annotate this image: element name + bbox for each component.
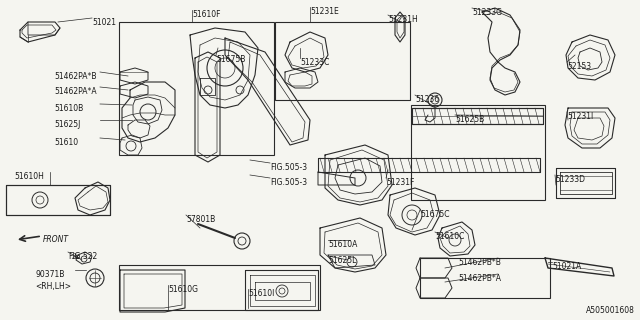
Bar xyxy=(420,258,550,298)
Text: 51233G: 51233G xyxy=(472,8,502,17)
Text: 51625J: 51625J xyxy=(54,120,81,129)
Text: FRONT: FRONT xyxy=(43,235,69,244)
Text: 51233C: 51233C xyxy=(300,58,330,67)
Text: FIG.505-3: FIG.505-3 xyxy=(270,178,307,187)
Bar xyxy=(6,185,110,215)
Text: 51610F: 51610F xyxy=(192,10,221,19)
Text: 51021: 51021 xyxy=(92,18,116,27)
Text: 51675B: 51675B xyxy=(216,55,245,64)
Bar xyxy=(275,22,410,100)
Text: 52153: 52153 xyxy=(567,62,591,71)
Bar xyxy=(6,185,110,215)
Text: 51462PB*A: 51462PB*A xyxy=(458,274,501,283)
Text: 51675C: 51675C xyxy=(420,210,449,219)
Bar xyxy=(119,265,320,310)
Text: 51625L: 51625L xyxy=(328,256,356,265)
Text: 51625B: 51625B xyxy=(455,115,484,124)
Text: 51462PA*B: 51462PA*B xyxy=(54,72,97,81)
Text: <RH,LH>: <RH,LH> xyxy=(35,282,71,291)
Text: FIG.522: FIG.522 xyxy=(68,252,97,261)
Text: 51610H: 51610H xyxy=(14,172,44,181)
Text: 51610I: 51610I xyxy=(248,289,275,298)
Text: 51610: 51610 xyxy=(54,138,78,147)
Text: 51231I: 51231I xyxy=(567,112,593,121)
Text: 90371B: 90371B xyxy=(35,270,65,279)
Text: 51610B: 51610B xyxy=(54,104,83,113)
Text: 51236: 51236 xyxy=(415,95,439,104)
Text: 51231H: 51231H xyxy=(388,15,418,24)
Bar xyxy=(411,105,545,200)
Text: FIG.505-3: FIG.505-3 xyxy=(270,163,307,172)
Text: 51021A: 51021A xyxy=(552,262,581,271)
Text: 57801B: 57801B xyxy=(186,215,215,224)
Text: 51462PB*B: 51462PB*B xyxy=(458,258,501,267)
Text: 51610A: 51610A xyxy=(328,240,357,249)
Text: 51233D: 51233D xyxy=(555,175,585,184)
Text: 51610C: 51610C xyxy=(435,232,465,241)
Text: 51231E: 51231E xyxy=(310,7,339,16)
Text: A505001608: A505001608 xyxy=(586,306,635,315)
Text: 51610G: 51610G xyxy=(168,285,198,294)
Text: 51231F: 51231F xyxy=(386,178,414,187)
Bar xyxy=(119,22,274,155)
Text: 51462PA*A: 51462PA*A xyxy=(54,87,97,96)
